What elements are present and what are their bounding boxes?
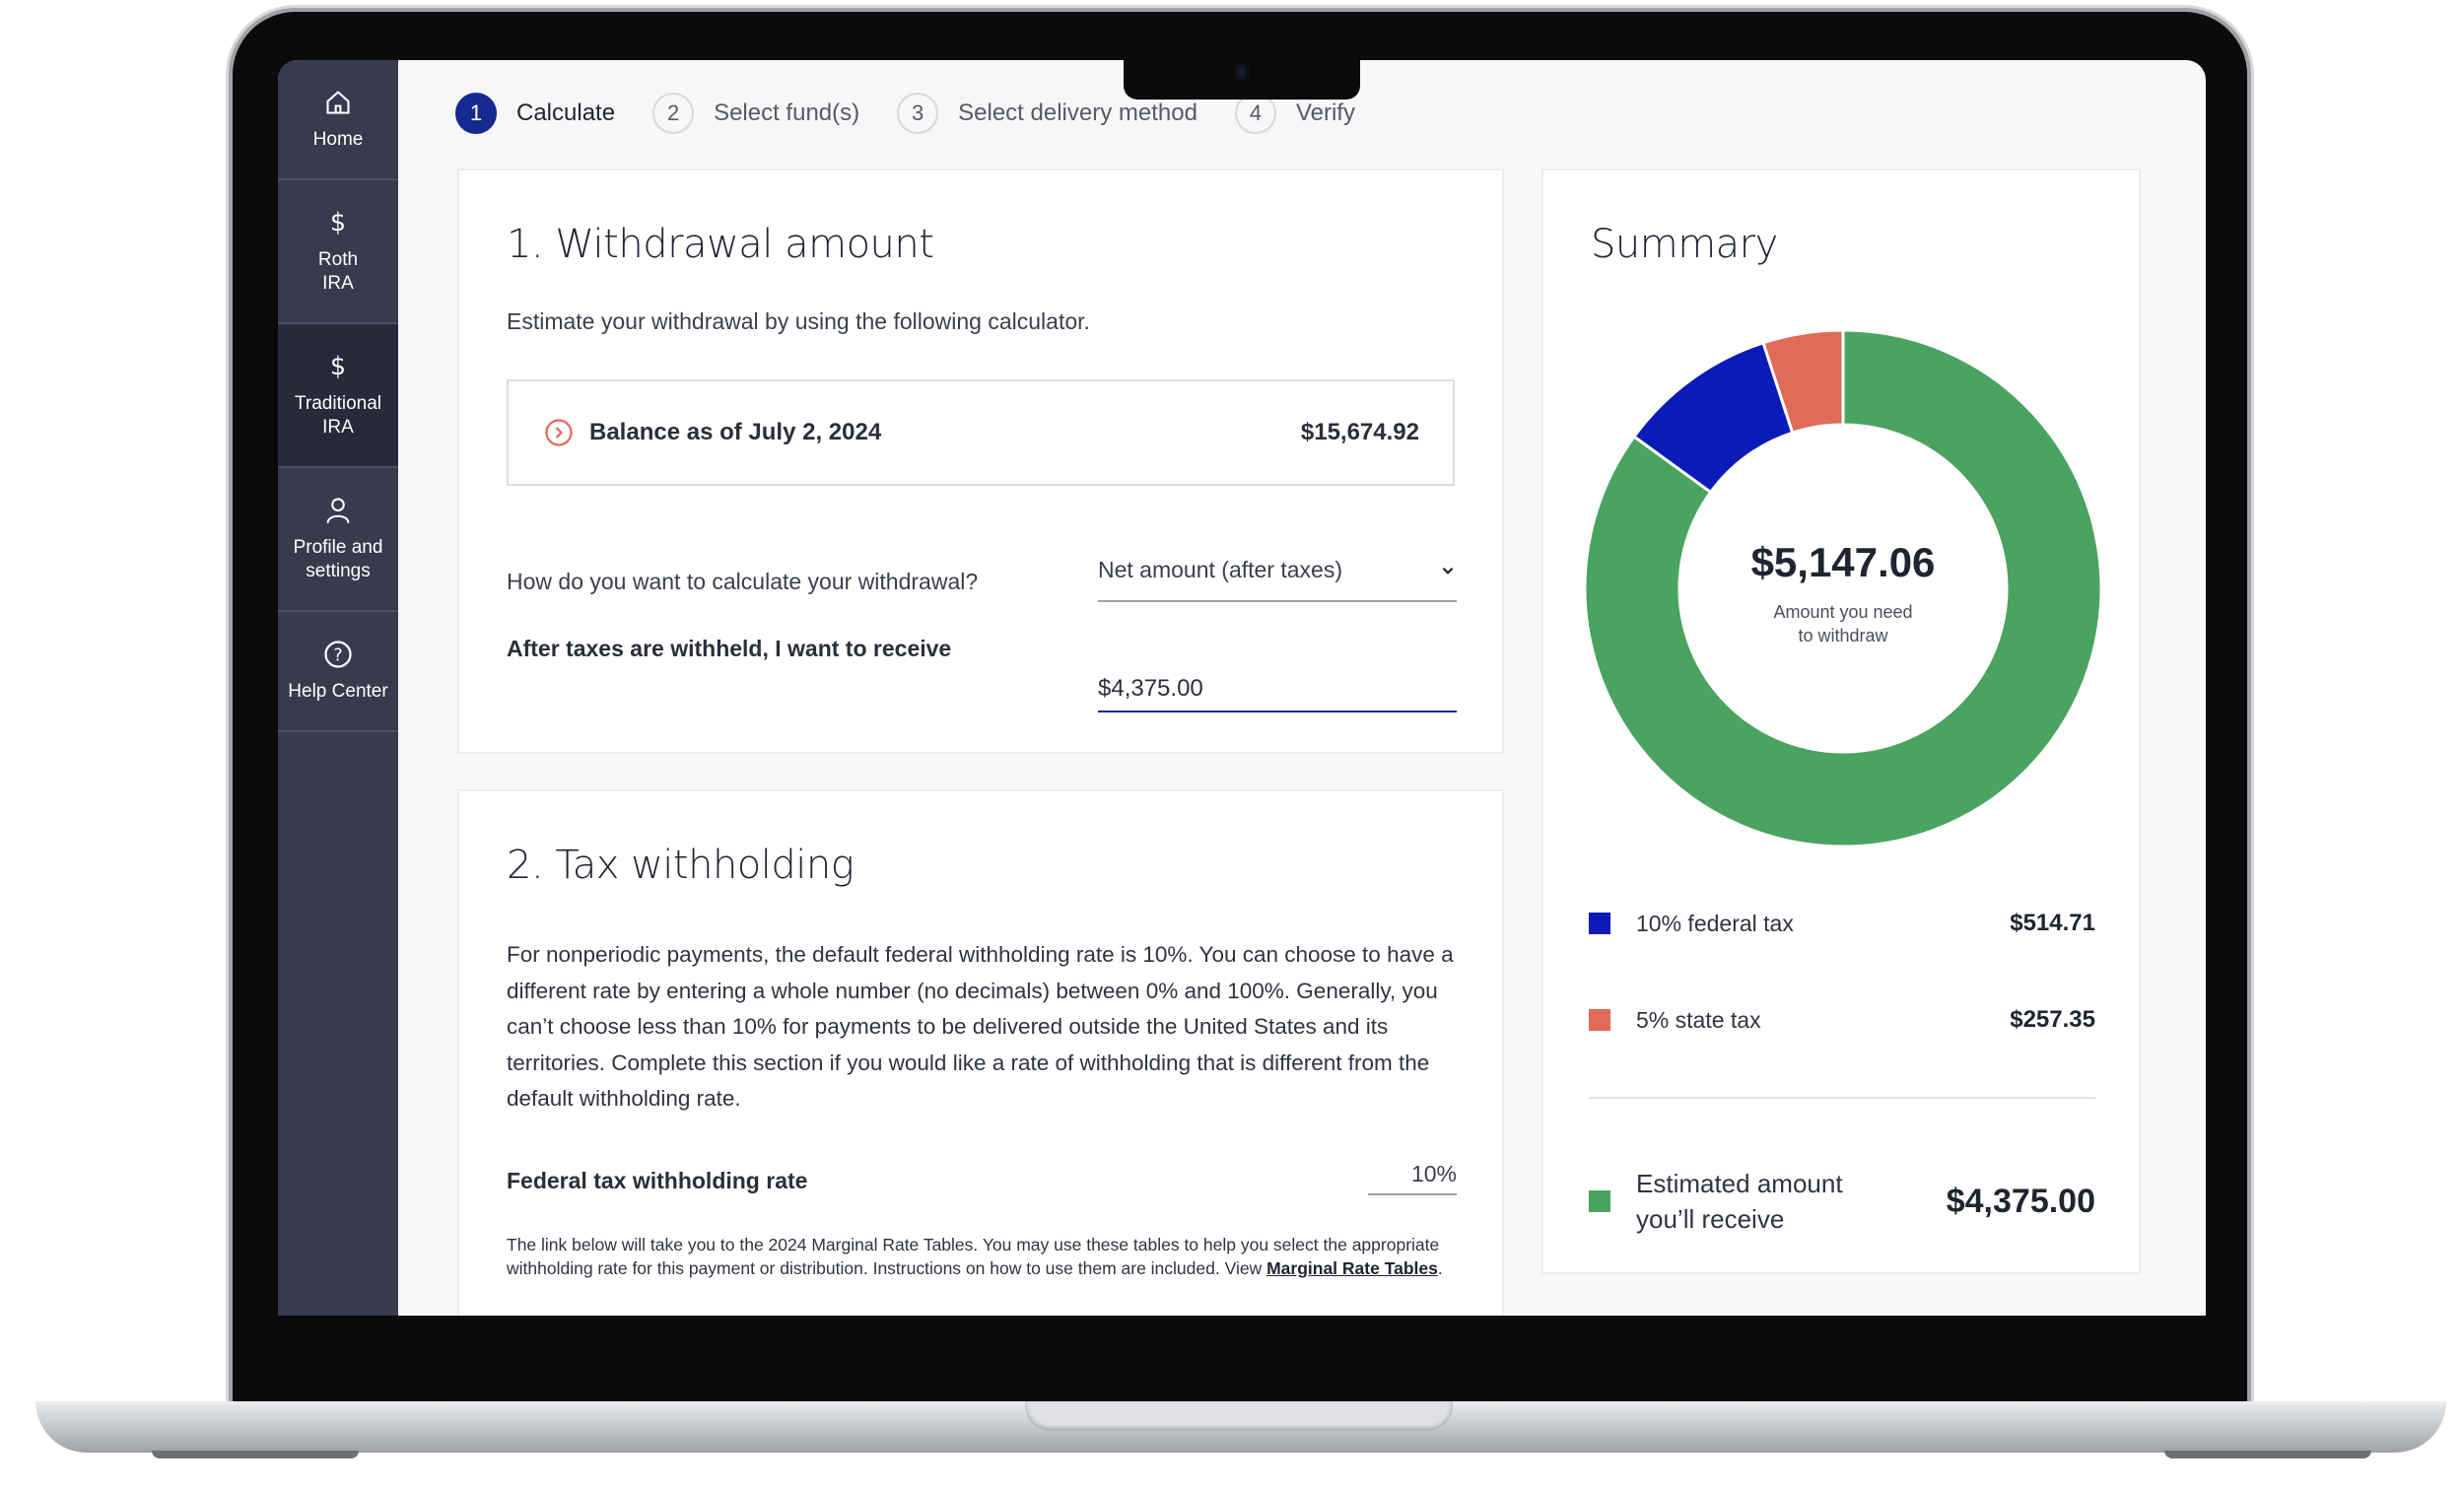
donut-center-label: Amount you need to withdraw [1773, 602, 1913, 645]
sidebar-item-label: Help Center [288, 681, 388, 702]
legend-value: $257.35 [2010, 1006, 2095, 1033]
step-calculate[interactable]: 1 Calculate [455, 93, 615, 134]
state-tax-swatch [1589, 1009, 1610, 1031]
sidebar-item-label: Profile and settings [293, 537, 383, 581]
legend-state-tax: 5% state tax $257.35 [1589, 1006, 2095, 1034]
note-text: The link below will take you to the 2024… [507, 1235, 1440, 1278]
tax-info-paragraph: For nonperiodic payments, the default fe… [507, 942, 1454, 1111]
sidebar-item-label: Home [312, 129, 364, 150]
balance-expander[interactable]: Balance as of July 2, 2024 $15,674.92 [507, 379, 1455, 486]
calc-method-value: Net amount (after taxes) [1098, 557, 1342, 582]
step-label: Select delivery method [958, 100, 1198, 126]
sidebar-item-profile-settings[interactable]: Profile and settings [278, 468, 398, 612]
camera-icon [1234, 64, 1250, 80]
intro-text: Estimate your withdrawal by using the fo… [507, 308, 1090, 334]
federal-tax-swatch [1589, 913, 1610, 934]
legend-label: 5% state tax [1636, 1006, 1761, 1033]
step-number: 3 [897, 93, 939, 134]
estimated-receive-row: Estimated amount you’ll receive $4,375.0… [1589, 1166, 2095, 1237]
dollar-icon: $ [322, 207, 354, 238]
sidebar-item-label: Roth IRA [317, 249, 359, 294]
federal-rate-input[interactable] [1368, 1154, 1457, 1195]
withdrawal-amount-card: 1. Withdrawal amount Estimate your withd… [457, 169, 1504, 754]
person-icon [322, 495, 354, 526]
marginal-rate-note: The link below will take you to the 2024… [507, 1233, 1453, 1280]
step-label: Select fund(s) [714, 100, 860, 126]
sidebar-item-home[interactable]: Home [278, 60, 398, 180]
balance-label: Balance as of July 2, 2024 [589, 419, 882, 445]
balance-value: $15,674.92 [1300, 419, 1419, 445]
calc-method-label: How do you want to calculate your withdr… [507, 569, 979, 594]
donut-svg [1583, 328, 2103, 848]
svg-text:?: ? [333, 645, 342, 665]
total-value: $4,375.00 [1946, 1182, 2095, 1220]
progress-stepper: 1 Calculate 2 Select fund(s) 3 Select de… [455, 90, 1393, 137]
withdrawal-donut-chart: $5,147.06 Amount you need to withdraw [1583, 328, 2103, 848]
section-title: 1. Withdrawal amount [507, 222, 934, 267]
chevron-right-circle-icon [544, 418, 574, 447]
home-icon [322, 87, 354, 118]
step-number: 2 [652, 93, 695, 134]
step-label: Calculate [516, 100, 616, 126]
step-select-funds[interactable]: 2 Select fund(s) [652, 93, 859, 134]
laptop-foot-right [2164, 1451, 2371, 1458]
federal-rate-label: Federal tax withholding rate [507, 1168, 808, 1193]
tax-withholding-card: 2. Tax withholding For nonperiodic payme… [457, 789, 1504, 1316]
donut-slice-2 [1761, 328, 1845, 436]
donut-center-value: $5,147.06 [1750, 539, 1936, 585]
step-verify[interactable]: 4 Verify [1234, 93, 1355, 134]
sidebar-item-label: Traditional IRA [294, 393, 381, 438]
calc-method-select[interactable]: Net amount (after taxes) [1098, 557, 1457, 602]
legend-value: $514.71 [2010, 910, 2095, 936]
total-label: Estimated amount you’ll receive [1636, 1169, 1843, 1234]
sidebar-item-roth-ira[interactable]: $ Roth IRA [278, 180, 398, 324]
sidebar-item-help-center[interactable]: ? Help Center [278, 612, 398, 732]
summary-title: Summary [1591, 222, 1778, 267]
donut-slice-0 [1583, 328, 2103, 848]
section-title: 2. Tax withholding [507, 843, 855, 888]
step-number: 1 [455, 93, 497, 134]
camera-notch [1124, 54, 1360, 100]
dollar-icon: $ [322, 351, 354, 382]
receive-swatch [1589, 1190, 1610, 1212]
step-label: Verify [1295, 100, 1355, 126]
marginal-rate-tables-link[interactable]: Marginal Rate Tables [1266, 1258, 1438, 1278]
svg-text:$: $ [330, 208, 346, 237]
summary-card: Summary $5,147.06 Amount you need to wit… [1541, 169, 2141, 1274]
receive-amount-input[interactable] [1098, 667, 1457, 712]
legend-label: 10% federal tax [1636, 910, 1794, 936]
laptop-foot-left [152, 1451, 359, 1458]
legend-federal-tax: 10% federal tax $514.71 [1589, 910, 2095, 937]
receive-label: After taxes are withheld, I want to rece… [507, 636, 952, 661]
summary-divider [1589, 1097, 2095, 1099]
app-screen: Home $ Roth IRA $ Traditional IRA Profil… [278, 60, 2206, 1316]
sidebar-item-traditional-ira[interactable]: $ Traditional IRA [278, 324, 398, 468]
step-select-delivery-method[interactable]: 3 Select delivery method [897, 93, 1198, 134]
svg-text:$: $ [330, 352, 346, 380]
note-end: . [1437, 1258, 1443, 1278]
chevron-down-icon [1439, 559, 1457, 585]
sidebar: Home $ Roth IRA $ Traditional IRA Profil… [278, 60, 398, 1316]
laptop-opening-notch [1025, 1401, 1453, 1431]
question-circle-icon: ? [322, 639, 354, 670]
